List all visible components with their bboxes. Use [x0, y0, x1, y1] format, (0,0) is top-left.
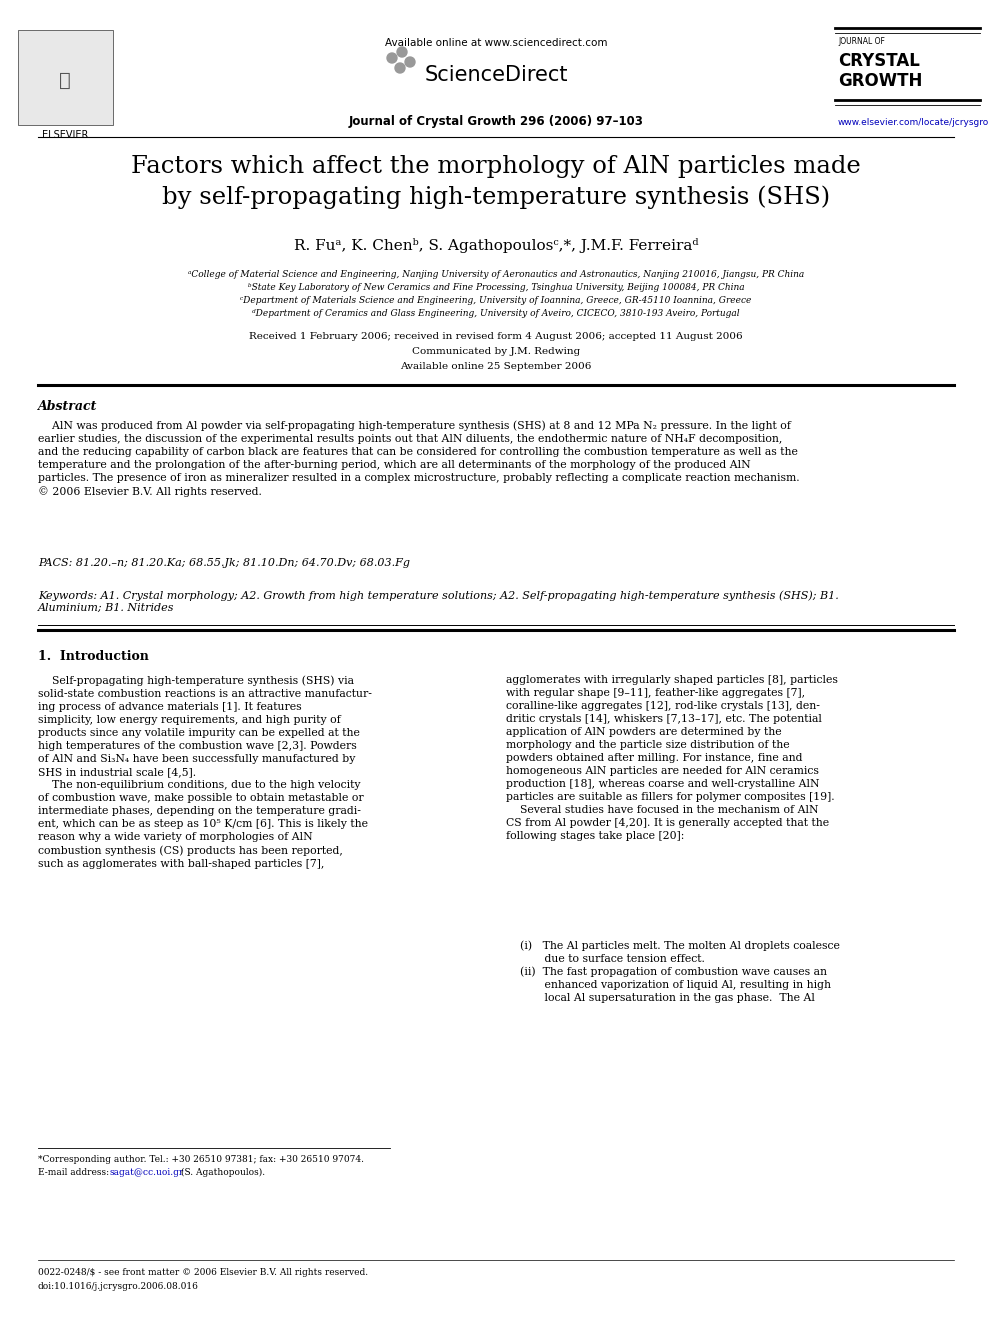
Text: PACS: 81.20.–n; 81.20.Ka; 68.55.Jk; 81.10.Dn; 64.70.Dv; 68.03.Fg: PACS: 81.20.–n; 81.20.Ka; 68.55.Jk; 81.1… [38, 558, 410, 568]
Text: ᵃCollege of Material Science and Engineering, Nanjing University of Aeronautics : ᵃCollege of Material Science and Enginee… [187, 270, 805, 279]
Text: Communicated by J.M. Redwing: Communicated by J.M. Redwing [412, 347, 580, 356]
Text: Self-propagating high-temperature synthesis (SHS) via
solid-state combustion rea: Self-propagating high-temperature synthe… [38, 675, 372, 869]
Text: JOURNAL OF: JOURNAL OF [838, 37, 885, 46]
Text: E-mail address:: E-mail address: [38, 1168, 112, 1177]
Text: Factors which affect the morphology of AlN particles made: Factors which affect the morphology of A… [131, 155, 861, 179]
Text: GROWTH: GROWTH [838, 71, 923, 90]
Text: Journal of Crystal Growth 296 (2006) 97–103: Journal of Crystal Growth 296 (2006) 97–… [348, 115, 644, 128]
Bar [18, 30, 113, 124]
Text: agglomerates with irregularly shaped particles [8], particles
with regular shape: agglomerates with irregularly shaped par… [506, 675, 838, 841]
Text: 🌿: 🌿 [60, 70, 70, 90]
Text: Received 1 February 2006; received in revised form 4 August 2006; accepted 11 Au: Received 1 February 2006; received in re… [249, 332, 743, 341]
Text: ᵈDepartment of Ceramics and Glass Engineering, University of Aveiro, CICECO, 381: ᵈDepartment of Ceramics and Glass Engine… [252, 310, 740, 318]
Text: ELSEVIER: ELSEVIER [42, 130, 88, 140]
Circle shape [395, 64, 405, 73]
Circle shape [405, 57, 415, 67]
Text: ᶜDepartment of Materials Science and Engineering, University of Ioannina, Greece: ᶜDepartment of Materials Science and Eng… [240, 296, 752, 306]
Text: CRYSTAL: CRYSTAL [838, 52, 920, 70]
Text: AlN was produced from Al powder via self-propagating high-temperature synthesis : AlN was produced from Al powder via self… [38, 419, 800, 497]
Text: doi:10.1016/j.jcrysgro.2006.08.016: doi:10.1016/j.jcrysgro.2006.08.016 [38, 1282, 198, 1291]
Text: ᵇState Key Laboratory of New Ceramics and Fine Processing, Tsinghua University, : ᵇState Key Laboratory of New Ceramics an… [248, 283, 744, 292]
Text: R. Fuᵃ, K. Chenᵇ, S. Agathopoulosᶜ,*, J.M.F. Ferreiraᵈ: R. Fuᵃ, K. Chenᵇ, S. Agathopoulosᶜ,*, J.… [294, 238, 698, 253]
Text: (i)   The Al particles melt. The molten Al droplets coalesce
           due to s: (i) The Al particles melt. The molten Al… [506, 941, 840, 1004]
Text: 1.  Introduction: 1. Introduction [38, 650, 149, 663]
Text: Abstract: Abstract [38, 400, 97, 413]
Circle shape [387, 53, 397, 64]
Text: *Corresponding author. Tel.: +30 26510 97381; fax: +30 26510 97074.: *Corresponding author. Tel.: +30 26510 9… [38, 1155, 364, 1164]
Text: Keywords: A1. Crystal morphology; A2. Growth from high temperature solutions; A2: Keywords: A1. Crystal morphology; A2. Gr… [38, 590, 839, 614]
Text: Available online 25 September 2006: Available online 25 September 2006 [401, 363, 591, 370]
Text: 0022-0248/$ - see front matter © 2006 Elsevier B.V. All rights reserved.: 0022-0248/$ - see front matter © 2006 El… [38, 1267, 368, 1277]
Text: ScienceDirect: ScienceDirect [425, 65, 567, 85]
Text: Available online at www.sciencedirect.com: Available online at www.sciencedirect.co… [385, 38, 607, 48]
Circle shape [397, 48, 407, 57]
Text: www.elsevier.com/locate/jcrysgro: www.elsevier.com/locate/jcrysgro [838, 118, 989, 127]
Text: (S. Agathopoulos).: (S. Agathopoulos). [178, 1168, 265, 1177]
Text: by self-propagating high-temperature synthesis (SHS): by self-propagating high-temperature syn… [162, 185, 830, 209]
Text: sagat@cc.uoi.gr: sagat@cc.uoi.gr [110, 1168, 185, 1177]
